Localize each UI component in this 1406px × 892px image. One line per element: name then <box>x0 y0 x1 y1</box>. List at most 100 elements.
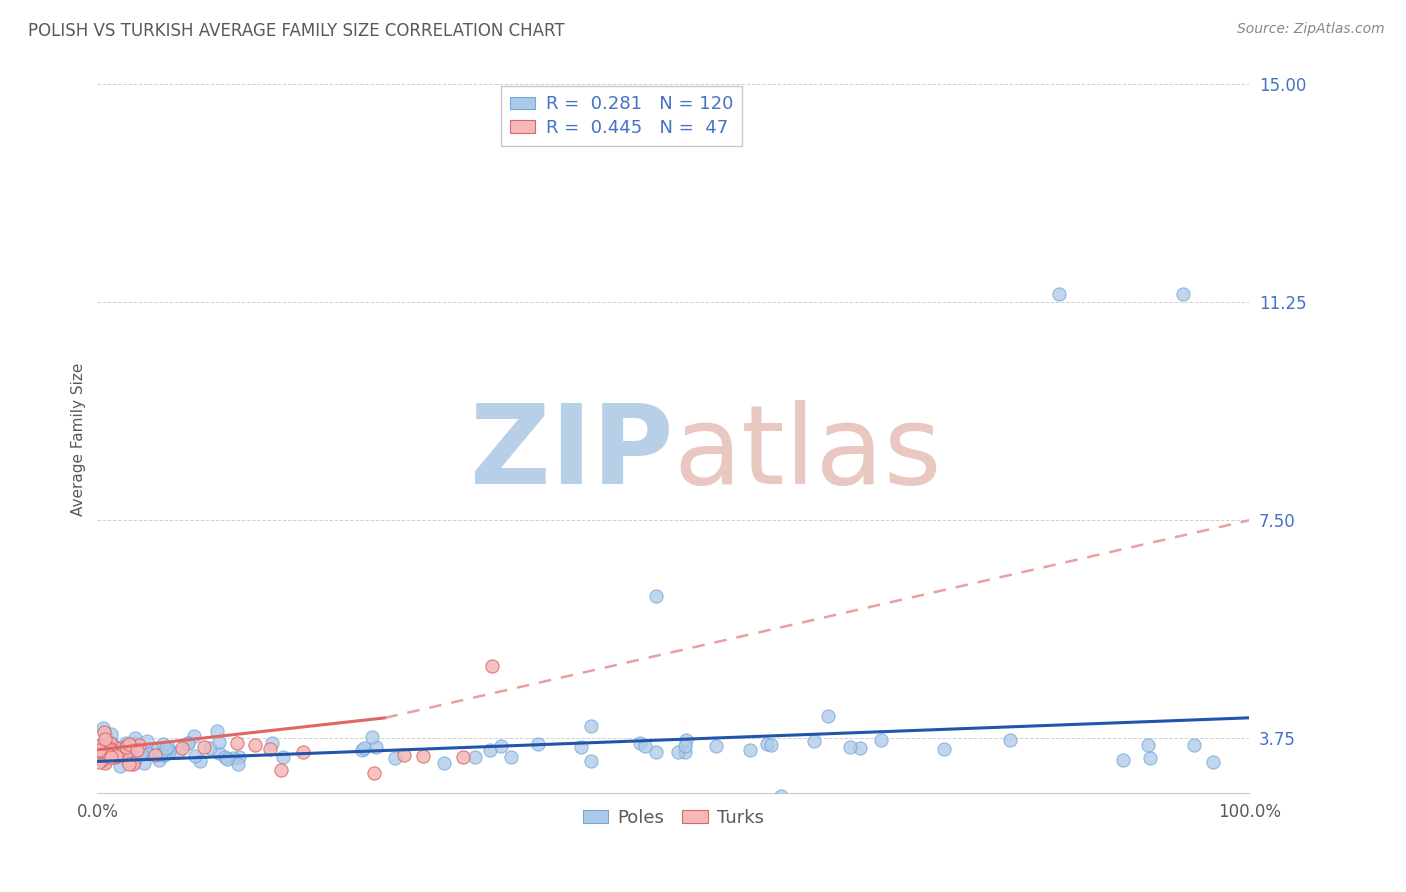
Point <box>1182 738 1205 752</box>
Point <box>118 756 141 771</box>
Point <box>127 743 149 757</box>
Point <box>89 749 111 764</box>
Point <box>89 751 111 765</box>
Point <box>200 740 222 755</box>
Point <box>571 739 593 754</box>
Point <box>110 746 132 760</box>
Point <box>353 741 375 756</box>
Point <box>838 739 860 754</box>
Point <box>759 738 782 752</box>
Point <box>90 753 112 767</box>
Point <box>208 735 231 749</box>
Point <box>90 743 112 757</box>
Legend: Poles, Turks: Poles, Turks <box>576 802 770 834</box>
Point <box>170 741 193 756</box>
Point <box>755 737 778 751</box>
Point <box>146 741 169 756</box>
Point <box>87 743 110 757</box>
Point <box>153 747 176 762</box>
Point <box>527 737 550 751</box>
Point <box>208 746 231 760</box>
Point <box>481 658 503 673</box>
Point <box>93 721 115 735</box>
Point <box>96 732 118 747</box>
Point <box>118 737 141 751</box>
Point <box>124 731 146 745</box>
Point <box>870 733 893 747</box>
Point <box>104 749 127 764</box>
Text: Source: ZipAtlas.com: Source: ZipAtlas.com <box>1237 22 1385 37</box>
Point <box>89 750 111 764</box>
Point <box>738 743 761 757</box>
Text: POLISH VS TURKISH AVERAGE FAMILY SIZE CORRELATION CHART: POLISH VS TURKISH AVERAGE FAMILY SIZE CO… <box>28 22 565 40</box>
Point <box>87 739 110 754</box>
Point <box>100 749 122 764</box>
Point <box>412 749 434 764</box>
Point <box>363 766 385 780</box>
Point <box>87 755 110 769</box>
Point <box>270 763 292 777</box>
Point <box>155 740 177 755</box>
Point <box>364 740 387 755</box>
Point <box>706 739 728 754</box>
Point <box>101 742 124 756</box>
Point <box>93 724 115 739</box>
Point <box>628 736 651 750</box>
Point <box>94 741 117 756</box>
Point <box>177 736 200 750</box>
Point <box>675 732 697 747</box>
Point <box>89 740 111 755</box>
Point <box>489 739 512 754</box>
Point <box>226 756 249 771</box>
Point <box>118 738 141 752</box>
Point <box>101 740 124 755</box>
Point <box>114 739 136 753</box>
Point <box>114 740 136 755</box>
Point <box>136 734 159 748</box>
Point <box>93 731 115 746</box>
Point <box>1139 751 1161 765</box>
Point <box>101 736 124 750</box>
Point <box>98 736 121 750</box>
Point <box>132 756 155 771</box>
Point <box>645 745 668 759</box>
Text: ZIP: ZIP <box>470 400 673 507</box>
Point <box>103 739 125 754</box>
Point <box>94 746 117 760</box>
Y-axis label: Average Family Size: Average Family Size <box>72 362 86 516</box>
Point <box>122 754 145 768</box>
Point <box>87 745 110 759</box>
Point <box>122 756 145 770</box>
Point <box>91 752 114 766</box>
Point <box>1111 753 1133 767</box>
Point <box>124 742 146 756</box>
Point <box>384 750 406 764</box>
Point <box>361 730 384 744</box>
Point <box>104 741 127 756</box>
Point <box>104 740 127 755</box>
Point <box>243 738 266 752</box>
Point <box>100 743 122 757</box>
Point <box>94 755 117 769</box>
Point <box>96 739 118 754</box>
Point <box>90 738 112 752</box>
Point <box>271 750 294 764</box>
Point <box>139 746 162 760</box>
Point <box>392 747 415 762</box>
Point <box>122 736 145 750</box>
Point <box>93 740 115 755</box>
Point <box>259 742 281 756</box>
Point <box>770 789 793 804</box>
Point <box>291 745 314 759</box>
Point <box>89 742 111 756</box>
Point <box>177 735 200 749</box>
Point <box>148 753 170 767</box>
Text: atlas: atlas <box>673 400 942 507</box>
Point <box>1000 732 1022 747</box>
Point <box>143 747 166 762</box>
Point <box>100 726 122 740</box>
Point <box>105 748 128 763</box>
Point <box>150 747 173 761</box>
Point <box>152 737 174 751</box>
Point <box>94 731 117 746</box>
